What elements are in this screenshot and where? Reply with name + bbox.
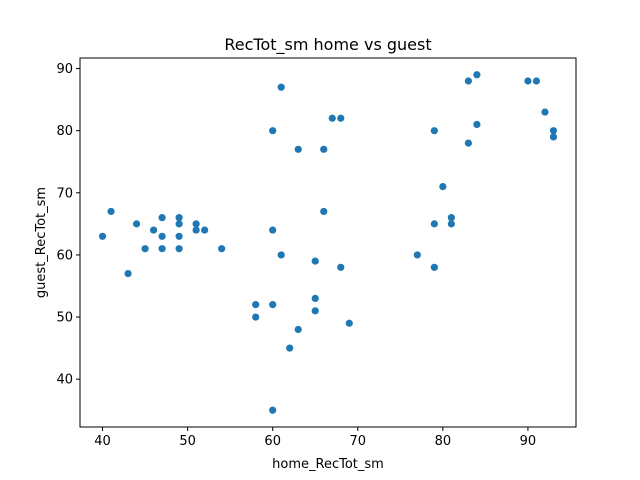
data-point: [158, 214, 166, 222]
y-axis-label: guest_RecTot_sm: [34, 187, 49, 298]
data-point: [294, 325, 302, 334]
x-tick-label: 60: [264, 434, 281, 449]
data-point: [320, 145, 328, 153]
plot-frame: [79, 57, 577, 428]
y-tick-label: 90: [56, 62, 73, 77]
data-point: [320, 207, 328, 216]
data-point: [430, 263, 438, 271]
data-point: [107, 207, 115, 216]
data-point: [277, 251, 285, 259]
data-point: [294, 145, 302, 153]
data-point: [269, 226, 277, 234]
x-axis-label: home_RecTot_sm: [272, 457, 384, 472]
data-point: [524, 77, 532, 85]
chart-title: RecTot_sm home vs guest: [224, 35, 431, 55]
data-point: [447, 214, 455, 222]
data-point: [175, 214, 183, 222]
data-point: [430, 220, 438, 228]
data-point: [473, 71, 481, 79]
data-point: [124, 269, 132, 278]
x-tick-label: 40: [94, 434, 111, 449]
y-tick-label: 50: [56, 311, 73, 326]
data-point: [158, 245, 166, 253]
data-point: [311, 307, 319, 315]
data-point: [149, 226, 158, 234]
data-point: [192, 226, 200, 234]
data-point: [549, 133, 558, 141]
y-tick-label: 40: [56, 373, 73, 388]
data-point: [192, 220, 200, 228]
x-tick-label: 50: [179, 434, 196, 449]
y-tick-label: 80: [56, 124, 73, 139]
data-point: [252, 301, 260, 309]
data-point: [541, 108, 549, 116]
data-points: [98, 71, 558, 414]
x-tick-label: 70: [350, 434, 367, 449]
data-point: [532, 77, 541, 85]
data-point: [337, 114, 345, 122]
y-axis: 40 50 60 70 80 90: [56, 62, 80, 388]
data-point: [201, 226, 209, 234]
data-point: [269, 406, 277, 414]
data-point: [175, 245, 183, 253]
data-point: [447, 220, 455, 228]
x-tick-label: 90: [520, 434, 537, 449]
data-point: [158, 232, 166, 240]
data-point: [277, 83, 285, 91]
data-point: [218, 245, 226, 253]
data-point: [132, 220, 141, 228]
data-point: [430, 127, 438, 135]
data-point: [269, 127, 277, 135]
data-point: [175, 220, 183, 228]
data-point: [98, 232, 107, 240]
data-point: [311, 294, 319, 303]
data-point: [337, 263, 345, 271]
data-point: [269, 301, 277, 309]
data-point: [464, 77, 472, 85]
data-point: [175, 232, 183, 240]
data-point: [328, 114, 336, 122]
x-axis: 40 50 60 70 80 90: [94, 427, 536, 449]
data-point: [141, 245, 149, 253]
data-point: [439, 182, 447, 191]
data-point: [413, 251, 421, 259]
data-point: [345, 319, 353, 327]
x-tick-label: 80: [435, 434, 452, 449]
data-point: [311, 257, 319, 265]
y-tick-label: 70: [56, 186, 73, 201]
data-point: [473, 120, 481, 129]
data-point: [549, 127, 558, 135]
y-tick-label: 60: [56, 248, 73, 263]
data-point: [464, 139, 472, 147]
data-point: [252, 313, 260, 321]
data-point: [286, 344, 294, 352]
